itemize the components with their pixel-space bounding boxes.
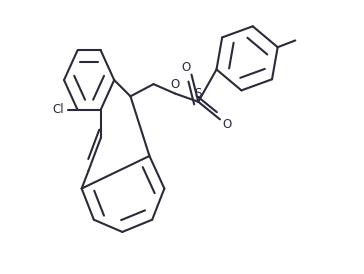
Text: O: O — [171, 78, 180, 92]
Text: O: O — [181, 61, 191, 74]
Text: Cl: Cl — [53, 103, 64, 116]
Text: O: O — [222, 118, 232, 131]
Text: S: S — [195, 87, 202, 100]
